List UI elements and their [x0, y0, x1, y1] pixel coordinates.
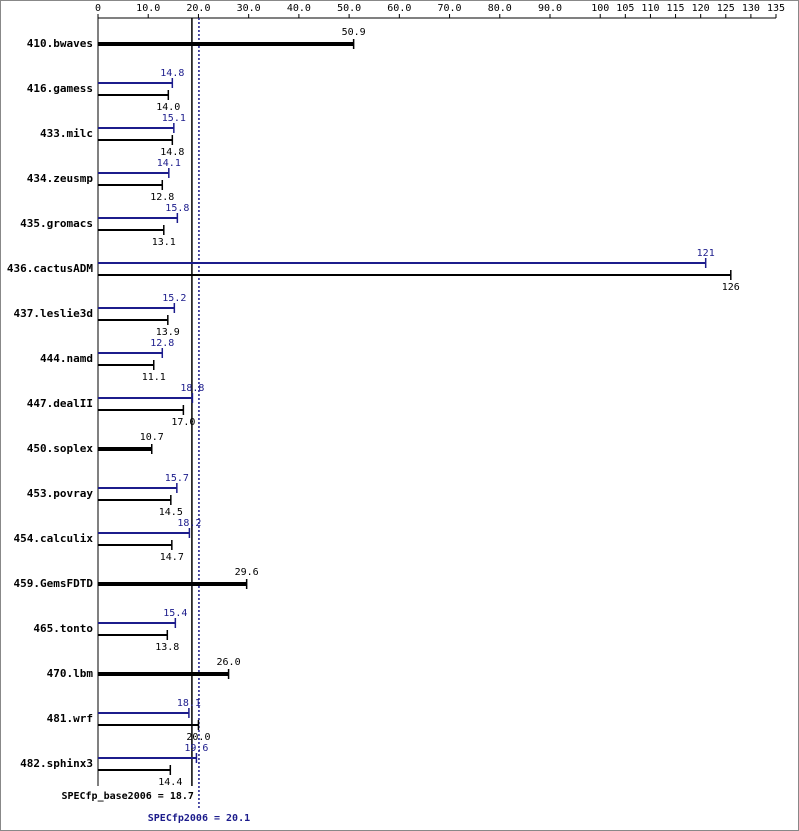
value-label: 13.1 [152, 237, 176, 248]
benchmark-label: 444.namd [40, 352, 93, 365]
value-label: 18.1 [177, 698, 201, 709]
value-label: 18.8 [180, 383, 204, 394]
benchmark-label: 435.gromacs [20, 217, 93, 230]
value-label: 121 [697, 248, 715, 259]
x-tick-label: 10.0 [136, 3, 160, 14]
benchmark-label: 454.calculix [14, 532, 94, 545]
value-label: 13.9 [156, 327, 180, 338]
value-label: 14.8 [160, 147, 184, 158]
benchmark-label: 459.GemsFDTD [14, 577, 94, 590]
value-label: 12.8 [150, 338, 174, 349]
value-label: 14.8 [160, 68, 184, 79]
x-tick-label: 40.0 [287, 3, 311, 14]
x-tick-label: 125 [717, 3, 735, 14]
value-label: 18.2 [177, 518, 201, 529]
value-label: 14.5 [159, 507, 183, 518]
x-tick-label: 50.0 [337, 3, 361, 14]
value-label: 15.7 [165, 473, 189, 484]
value-label: 19.6 [184, 743, 208, 754]
x-tick-label: 105 [616, 3, 634, 14]
value-label: 13.8 [155, 642, 179, 653]
value-label: 126 [722, 282, 740, 293]
x-tick-label: 20.0 [186, 3, 210, 14]
x-tick-label: 130 [742, 3, 760, 14]
value-label: 14.4 [158, 777, 182, 788]
x-tick-label: 30.0 [237, 3, 261, 14]
benchmark-label: 447.dealII [27, 397, 93, 410]
value-label: 17.0 [171, 417, 195, 428]
value-label: 14.1 [157, 158, 181, 169]
value-label: 20.0 [186, 732, 210, 743]
benchmark-label: 436.cactusADM [7, 262, 93, 275]
x-tick-label: 60.0 [387, 3, 411, 14]
x-tick-label: 100 [591, 3, 609, 14]
value-label: 15.1 [162, 113, 186, 124]
x-tick-label: 110 [641, 3, 659, 14]
benchmark-label: 433.milc [40, 127, 93, 140]
benchmark-label: 453.povray [27, 487, 94, 500]
benchmark-label: 450.soplex [27, 442, 94, 455]
x-tick-label: 135 [767, 3, 785, 14]
value-label: 15.2 [162, 293, 186, 304]
value-label: 12.8 [150, 192, 174, 203]
value-label: 26.0 [217, 657, 241, 668]
value-label: 14.0 [156, 102, 180, 113]
value-label: 50.9 [342, 27, 366, 38]
benchmark-label: 481.wrf [47, 712, 93, 725]
benchmark-label: 416.gamess [27, 82, 93, 95]
benchmark-label: 465.tonto [33, 622, 93, 635]
value-label: 15.8 [165, 203, 189, 214]
x-tick-label: 80.0 [488, 3, 512, 14]
x-tick-label: 120 [692, 3, 710, 14]
x-tick-label: 70.0 [438, 3, 462, 14]
value-label: 14.7 [160, 552, 184, 563]
benchmark-label: 482.sphinx3 [20, 757, 93, 770]
benchmark-label: 434.zeusmp [27, 172, 94, 185]
value-label: 15.4 [163, 608, 187, 619]
reference-label: SPECfp_base2006 = 18.7 [61, 791, 193, 802]
benchmark-label: 410.bwaves [27, 37, 93, 50]
x-tick-label: 90.0 [538, 3, 562, 14]
reference-label: SPECfp2006 = 20.1 [148, 813, 250, 824]
x-tick-label: 115 [667, 3, 685, 14]
x-tick-label: 0 [95, 3, 101, 14]
value-label: 10.7 [140, 432, 164, 443]
benchmark-label: 470.lbm [47, 667, 94, 680]
benchmark-label: 437.leslie3d [14, 307, 93, 320]
value-label: 29.6 [235, 567, 259, 578]
value-label: 11.1 [142, 372, 166, 383]
